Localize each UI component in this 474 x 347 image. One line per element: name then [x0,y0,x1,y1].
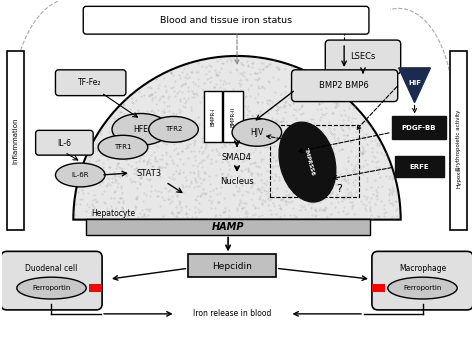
Bar [86,219,370,235]
Text: BMPR-I: BMPR-I [210,107,216,126]
Bar [7,51,24,230]
Ellipse shape [98,135,148,159]
Text: Hepcidin: Hepcidin [212,262,252,271]
Text: HJV: HJV [250,128,264,137]
Text: BMP2 BMP6: BMP2 BMP6 [319,81,369,90]
FancyBboxPatch shape [325,40,401,74]
Text: TFR2: TFR2 [165,126,182,132]
Text: Blood and tissue iron status: Blood and tissue iron status [160,16,292,25]
Text: Ferroportin: Ferroportin [32,285,71,291]
Text: Nucleus: Nucleus [220,177,254,186]
FancyBboxPatch shape [36,130,93,155]
FancyBboxPatch shape [292,70,398,102]
Bar [204,91,222,142]
Text: STAT3: STAT3 [136,169,161,178]
Text: BMPR-II: BMPR-II [230,106,236,127]
Text: HFE: HFE [133,125,148,134]
Text: PDGF-BB: PDGF-BB [401,125,436,132]
Text: IL-6: IL-6 [57,139,72,148]
Ellipse shape [17,277,86,299]
Text: IL-6R: IL-6R [72,172,89,178]
Ellipse shape [279,122,336,202]
Bar [223,91,243,142]
Bar [270,125,359,197]
Polygon shape [399,68,430,103]
FancyBboxPatch shape [83,6,369,34]
Text: TF-Fe₂: TF-Fe₂ [78,78,102,87]
Text: Erythropoietic activity: Erythropoietic activity [456,110,461,170]
Text: Inflammation: Inflammation [12,117,18,163]
Bar [450,51,467,230]
Text: ERFE: ERFE [410,164,429,170]
Text: Iron release in blood: Iron release in blood [193,310,271,318]
Wedge shape [73,56,401,220]
Bar [188,254,276,277]
Text: ?: ? [336,184,342,194]
Text: HIF: HIF [408,80,421,86]
Text: Ferroportin: Ferroportin [403,285,442,291]
Ellipse shape [388,277,457,299]
Text: LSECs: LSECs [350,52,376,61]
Ellipse shape [149,117,198,142]
Text: Hepatocyte: Hepatocyte [91,209,135,218]
Text: Hypoxia: Hypoxia [456,166,461,188]
Text: HAMP: HAMP [212,222,244,231]
Bar [89,284,102,292]
Text: Macrophage: Macrophage [399,264,446,273]
Text: TMPRSS6: TMPRSS6 [303,147,316,177]
Ellipse shape [232,118,282,146]
Text: TFR1: TFR1 [114,144,132,150]
FancyBboxPatch shape [55,70,126,96]
FancyBboxPatch shape [372,251,473,310]
Bar [392,117,447,139]
Text: Duodenal cell: Duodenal cell [25,264,78,273]
FancyBboxPatch shape [1,251,102,310]
Ellipse shape [55,163,105,187]
Bar [372,284,385,292]
Bar [395,156,444,177]
Text: SMAD4: SMAD4 [222,153,252,162]
Ellipse shape [112,113,170,145]
